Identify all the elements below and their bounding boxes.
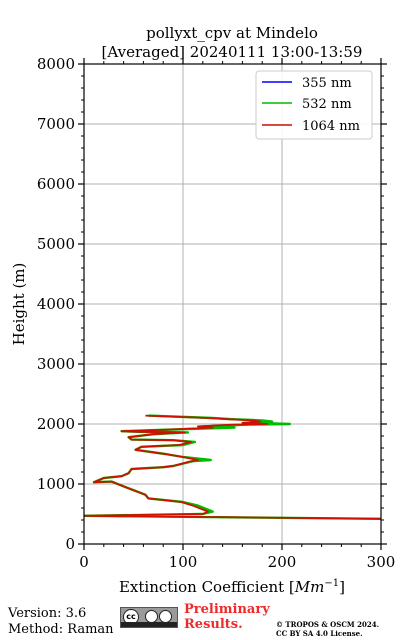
x-tick-label: 0 <box>79 553 89 571</box>
cc-badge-strip <box>121 622 177 627</box>
extinction-profile-chart: pollyxt_cpv at Mindelo [Averaged] 202401… <box>10 24 396 596</box>
copyright-line2: CC BY SA 4.0 License. <box>276 629 363 638</box>
series-layer <box>84 414 381 520</box>
chart-title-line2: [Averaged] 20240111 13:00-13:59 <box>102 43 363 61</box>
x-tick-label: 200 <box>268 553 297 571</box>
x-axis-label-unit: Mm <box>294 578 325 596</box>
preliminary-line1: Preliminary <box>184 602 270 617</box>
method-text: Method: Raman <box>8 622 114 637</box>
y-tick-label: 1000 <box>37 475 75 493</box>
legend-label-1064: 1064 nm <box>302 119 360 134</box>
legend-box <box>255 70 373 140</box>
copyright-line1: © TROPOS & OSCM 2024. <box>276 620 380 629</box>
x-tick-label: 100 <box>169 553 198 571</box>
y-tick-label: 3000 <box>37 355 75 373</box>
x-axis-label-prefix: Extinction Coefficient [ <box>119 578 295 596</box>
y-tick-label: 6000 <box>37 175 75 193</box>
legend-label-355: 355 nm <box>302 76 352 91</box>
axis-ticks: 0 100 200 300010002000300040005000600070008… <box>37 55 396 571</box>
x-axis-label-suffix: ] <box>339 578 345 596</box>
x-axis-label: Extinction Coefficient [Mm−1] <box>119 578 345 596</box>
y-tick-label: 4000 <box>37 295 75 313</box>
series-line-1064-nm <box>84 414 381 520</box>
copyright-notice: © TROPOS & OSCM 2024. CC BY SA 4.0 Licen… <box>276 620 379 638</box>
preliminary-notice: Preliminary Results. <box>184 602 270 632</box>
footer-info: Version: 3.6 Method: Raman <box>8 606 114 638</box>
chart-title-line1: pollyxt_cpv at Mindelo <box>146 24 318 42</box>
preliminary-line2: Results. <box>184 617 243 632</box>
y-tick-label: 0 <box>65 535 75 553</box>
y-axis-label: Height (m) <box>10 263 28 346</box>
cc-license-icon: cc <box>120 607 178 628</box>
legend: 355 nm 532 nm 1064 nm <box>255 70 373 140</box>
version-text: Version: 3.6 <box>8 606 87 621</box>
x-tick-label: 300 <box>367 553 396 571</box>
y-tick-label: 5000 <box>37 235 75 253</box>
x-axis-label-exponent: −1 <box>324 578 339 589</box>
y-tick-label: 8000 <box>37 55 75 73</box>
legend-label-532: 532 nm <box>302 97 352 112</box>
y-tick-label: 7000 <box>37 115 75 133</box>
y-tick-label: 2000 <box>37 415 75 433</box>
